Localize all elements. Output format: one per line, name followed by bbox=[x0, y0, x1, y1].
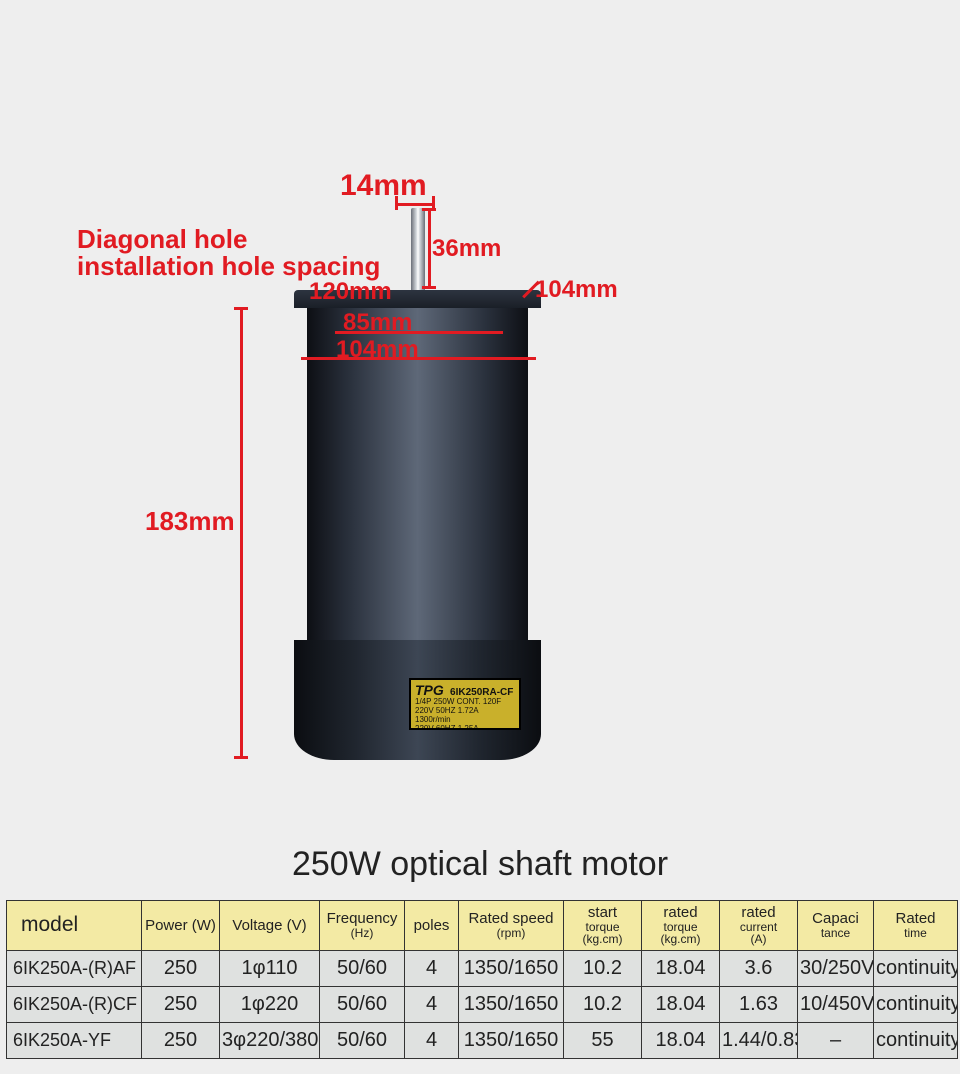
table-cell: 1.44/0.83 bbox=[720, 1022, 798, 1058]
dim-hole-spacing: 120mm bbox=[309, 278, 392, 306]
table-cell: – bbox=[798, 1022, 874, 1058]
dim-shaft-len: 36mm bbox=[432, 235, 501, 263]
dim-tick bbox=[422, 208, 436, 211]
table-header-cell: ratedcurrent(A) bbox=[720, 901, 798, 951]
table-cell: 1φ220 bbox=[220, 986, 320, 1022]
table-cell: 18.04 bbox=[642, 986, 720, 1022]
dim-body-height: 183mm bbox=[145, 506, 235, 537]
table-cell: 4 bbox=[405, 950, 459, 986]
dim-bar bbox=[240, 307, 243, 759]
dim-tick bbox=[234, 756, 248, 759]
table-cell: 250 bbox=[142, 986, 220, 1022]
table-header-cell: starttorque(kg.cm) bbox=[564, 901, 642, 951]
table-cell: 1φ110 bbox=[220, 950, 320, 986]
table-cell: 55 bbox=[564, 1022, 642, 1058]
dim-plate-outer: 104mm bbox=[336, 336, 419, 364]
page-title: 250W optical shaft motor bbox=[0, 845, 960, 884]
table-cell: 10/450V bbox=[798, 986, 874, 1022]
table-cell: 250 bbox=[142, 1022, 220, 1058]
table-cell: 4 bbox=[405, 1022, 459, 1058]
table-cell: 18.04 bbox=[642, 1022, 720, 1058]
table-cell: 1350/1650 bbox=[459, 986, 564, 1022]
nameplate-line2: 220V 50HZ 1.72A 1300r/min bbox=[415, 706, 478, 724]
dim-bar bbox=[395, 203, 435, 206]
table-header-cell: Voltage (V) bbox=[220, 901, 320, 951]
dim-plate-diag: 104mm bbox=[535, 276, 618, 304]
table-header-cell: ratedtorque(kg.cm) bbox=[642, 901, 720, 951]
table-cell: 6IK250A-YF bbox=[7, 1022, 142, 1058]
nameplate-line3: 220V 60HZ 1.25A 1600r/min bbox=[415, 724, 478, 730]
dim-note-line2: installation hole spacing bbox=[77, 251, 380, 281]
dim-bar bbox=[428, 208, 431, 288]
table-row: 6IK250A-(R)AF2501φ11050/6041350/165010.2… bbox=[7, 950, 958, 986]
dim-tick bbox=[234, 307, 248, 310]
table-header-cell: Capacitance bbox=[798, 901, 874, 951]
table-cell: 1.63 bbox=[720, 986, 798, 1022]
table-cell: 10.2 bbox=[564, 986, 642, 1022]
table-header-cell: model bbox=[7, 901, 142, 951]
table-cell: continuity bbox=[874, 1022, 958, 1058]
table-cell: 50/60 bbox=[320, 950, 405, 986]
table-cell: 250 bbox=[142, 950, 220, 986]
table-row: 6IK250A-YF2503φ220/38050/6041350/1650551… bbox=[7, 1022, 958, 1058]
table-cell: continuity bbox=[874, 950, 958, 986]
table-cell: 6IK250A-(R)CF bbox=[7, 986, 142, 1022]
table-cell: 1350/1650 bbox=[459, 950, 564, 986]
table-cell: 18.04 bbox=[642, 950, 720, 986]
table-cell: 3.6 bbox=[720, 950, 798, 986]
table-header-cell: Frequency(Hz) bbox=[320, 901, 405, 951]
dim-shaft-dia: 14mm bbox=[340, 169, 427, 203]
diagram-canvas: TPG 6IK250RA-CF 1/4P 250W CONT. 120F 220… bbox=[0, 0, 960, 1074]
table-cell: continuity bbox=[874, 986, 958, 1022]
table-header-cell: Rated speed(rpm) bbox=[459, 901, 564, 951]
table-cell: 1350/1650 bbox=[459, 1022, 564, 1058]
table-cell: 10.2 bbox=[564, 950, 642, 986]
dim-plate-inner: 85mm bbox=[343, 309, 412, 337]
motor-nameplate: TPG 6IK250RA-CF 1/4P 250W CONT. 120F 220… bbox=[409, 678, 521, 730]
dim-note-line1: Diagonal hole bbox=[77, 224, 247, 254]
table-header-row: modelPower (W)Voltage (V)Frequency(Hz)po… bbox=[7, 901, 958, 951]
table-header-cell: poles bbox=[405, 901, 459, 951]
table-cell: 3φ220/380 bbox=[220, 1022, 320, 1058]
table-cell: 50/60 bbox=[320, 1022, 405, 1058]
table-cell: 50/60 bbox=[320, 986, 405, 1022]
spec-table: modelPower (W)Voltage (V)Frequency(Hz)po… bbox=[6, 900, 958, 1059]
table-header-cell: Ratedtime bbox=[874, 901, 958, 951]
dim-tick bbox=[422, 286, 436, 289]
table-header-cell: Power (W) bbox=[142, 901, 220, 951]
motor-shaft bbox=[411, 208, 425, 292]
nameplate-line1: 1/4P 250W CONT. 120F bbox=[415, 697, 501, 706]
nameplate-model: 6IK250RA-CF bbox=[450, 687, 513, 698]
table-row: 6IK250A-(R)CF2501φ22050/6041350/165010.2… bbox=[7, 986, 958, 1022]
nameplate-brand: TPG bbox=[415, 683, 444, 698]
table-cell: 6IK250A-(R)AF bbox=[7, 950, 142, 986]
table-cell: 4 bbox=[405, 986, 459, 1022]
dim-note: Diagonal hole installation hole spacing bbox=[77, 226, 380, 281]
table-cell: 30/250V bbox=[798, 950, 874, 986]
